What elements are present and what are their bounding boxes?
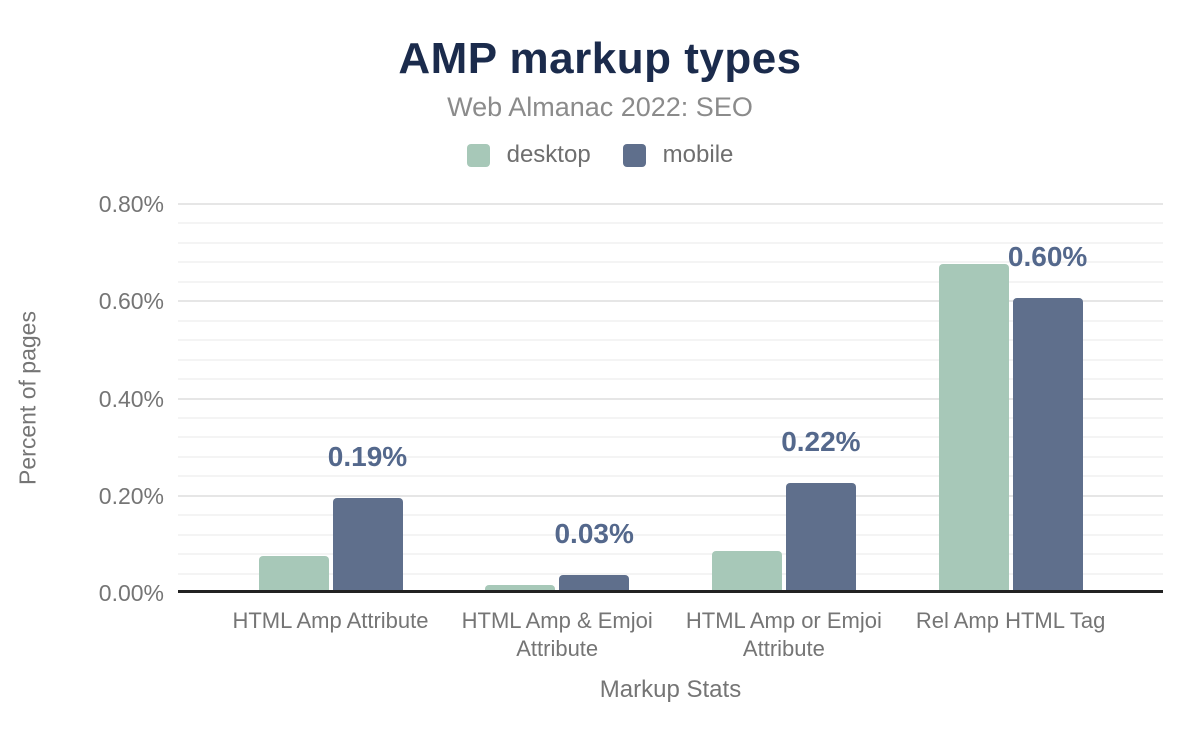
gridline-major [178, 300, 1163, 303]
gridline-minor [178, 358, 1163, 361]
bar-value-label: 0.19% [327, 440, 408, 472]
gridline-minor [178, 319, 1163, 322]
bar-desktop-0 [258, 555, 329, 590]
chart-title: AMP markup types [398, 34, 802, 83]
legend: desktop mobile [0, 141, 1200, 169]
gridline-minor [178, 416, 1163, 419]
legend-swatch-mobile-icon [622, 143, 646, 167]
x-tick-label: HTML Amp & Emjoi Attribute [461, 608, 653, 661]
gridline-major [178, 494, 1163, 497]
x-tick-label: Rel Amp HTML Tag [915, 608, 1106, 633]
legend-label-desktop: desktop [506, 141, 591, 168]
y-tick-label: 0.60% [98, 288, 164, 315]
x-axis-title: Markup Stats [599, 676, 742, 703]
gridline-minor [178, 222, 1163, 225]
y-tick-label: 0.20% [98, 482, 164, 509]
gridline-minor [178, 553, 1163, 556]
bar-value-label: 0.22% [781, 426, 861, 458]
y-tick-label: 0.80% [98, 191, 164, 217]
bar-mobile-2 [785, 483, 856, 590]
legend-item-mobile: mobile [622, 141, 734, 169]
y-axis-title: Percent of pages [14, 311, 41, 485]
legend-label-mobile: mobile [662, 141, 734, 168]
gridline-major [178, 203, 1163, 205]
bar-desktop-1 [485, 585, 556, 590]
legend-item-desktop: desktop [466, 141, 591, 169]
gridline-minor [178, 475, 1163, 478]
gridline-minor [178, 514, 1163, 517]
bar-value-label: 0.60% [1007, 241, 1088, 273]
x-tick-label: HTML Amp Attribute [232, 608, 429, 633]
bar-value-label: 0.03% [554, 518, 634, 550]
plot-area [178, 203, 1163, 593]
y-tick-label: 0.00% [98, 580, 164, 606]
gridline-minor [178, 241, 1163, 244]
gridline-minor [178, 455, 1163, 458]
x-tick-label: HTML Amp or Emjoi Attribute [685, 608, 882, 661]
bar-mobile-1 [559, 575, 630, 590]
gridline-minor [178, 261, 1163, 264]
gridline-minor [178, 572, 1163, 575]
gridline-major [178, 397, 1163, 400]
bar-desktop-3 [938, 264, 1009, 590]
gridline-minor [178, 280, 1163, 283]
chart-subtitle: Web Almanac 2022: SEO [447, 92, 753, 122]
bar-desktop-2 [711, 551, 782, 590]
gridline-minor [178, 378, 1163, 381]
gridline-minor [178, 533, 1163, 536]
gridline-minor [178, 436, 1163, 439]
legend-swatch-desktop-icon [466, 143, 490, 167]
bar-mobile-0 [332, 497, 403, 590]
gridline-minor [178, 339, 1163, 342]
bar-mobile-3 [1012, 298, 1083, 590]
y-tick-label: 0.40% [98, 385, 164, 412]
